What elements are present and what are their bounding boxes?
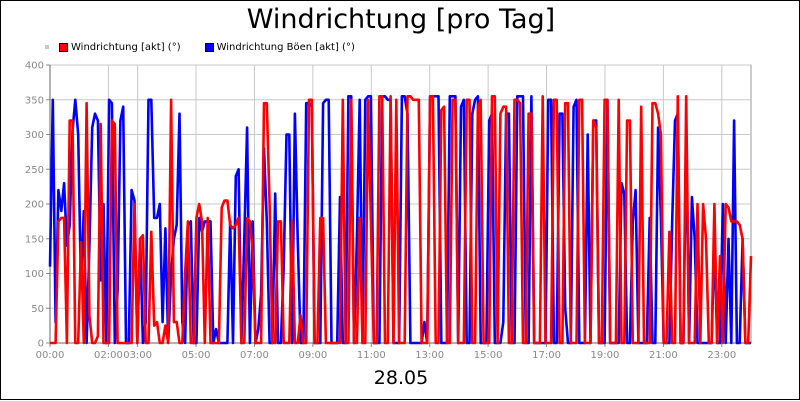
y-tick-label: 200	[25, 200, 44, 211]
y-tick-label: 300	[25, 130, 44, 141]
x-tick-label: 09:00	[298, 350, 327, 361]
y-tick-label: 50	[31, 304, 44, 315]
x-tick-label: 17:00	[532, 350, 561, 361]
legend-bullet-icon	[45, 45, 49, 49]
x-tick-label: 03:00	[123, 350, 152, 361]
x-tick-label: 07:00	[240, 350, 269, 361]
y-tick-label: 400	[25, 61, 44, 72]
x-tick-label: 02:00	[94, 350, 123, 361]
y-tick-label: 150	[25, 234, 44, 245]
x-tick-label: 00:00	[36, 350, 65, 361]
legend-item-series-1: Windrichtung [akt] (°)	[59, 42, 181, 53]
y-tick-label: 350	[25, 95, 44, 106]
x-tick-label: 23:00	[707, 350, 736, 361]
chart-title: Windrichtung [pro Tag]	[246, 4, 556, 35]
y-tick-label: 250	[25, 165, 44, 176]
legend-label-series-1: Windrichtung [akt] (°)	[71, 41, 181, 53]
series-line-2	[48, 95, 751, 345]
legend-swatch-series-1	[59, 42, 68, 52]
legend-swatch-series-2	[204, 42, 214, 52]
y-tick-label: 100	[25, 269, 44, 280]
series-line-1	[50, 95, 753, 345]
x-tick-label: 15:00	[474, 350, 503, 361]
x-tick-label: 19:00	[591, 350, 620, 361]
x-tick-label: 21:00	[649, 350, 678, 361]
legend-label-series-2: Windrichtung Böen [akt] (°)	[216, 41, 355, 53]
x-axis-caption: 28.05	[373, 367, 429, 389]
legend-item-series-2: Windrichtung Böen [akt] (°)	[204, 41, 355, 53]
x-tick-label: 13:00	[415, 350, 444, 361]
x-tick-label: 05:00	[182, 350, 211, 361]
chart-legend: Windrichtung [akt] (°) Windrichtung Böen…	[45, 40, 379, 54]
x-tick-label: 11:00	[357, 350, 386, 361]
y-tick-label: 0	[38, 339, 44, 350]
